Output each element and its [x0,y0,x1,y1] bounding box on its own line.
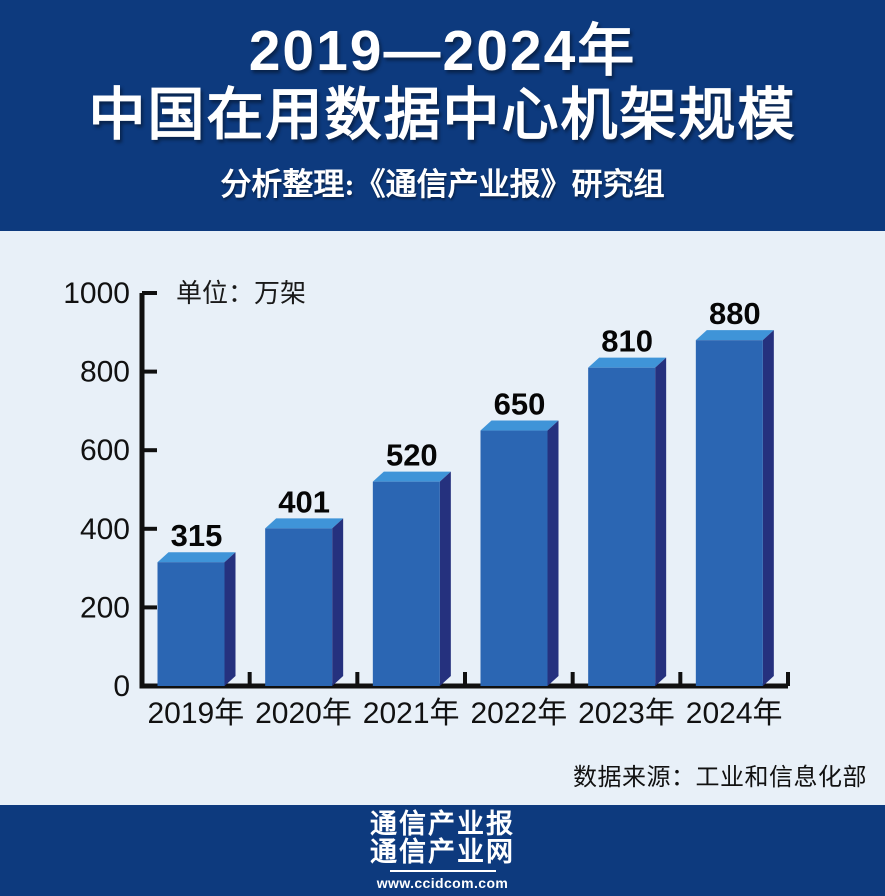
bar-top-face [157,552,236,563]
x-axis-category-label: 2020年 [255,697,352,730]
y-axis-tick-label: 1000 [63,277,130,310]
bar-2019年 [157,562,225,686]
bar-side-face [224,552,236,686]
bar-value-label: 880 [709,296,761,331]
title-banner: 2019—2024年 中国在用数据中心机架规模 分析整理:《通信产业报》研究组 [0,0,885,231]
bar-side-face [547,420,559,686]
bar-value-label: 650 [494,387,546,422]
bar-value-label: 520 [386,438,438,473]
bar-side-face [655,357,667,686]
y-axis-tick-label: 400 [80,513,130,546]
bar-value-label: 315 [171,518,223,553]
axis-lines [139,293,788,689]
bar-top-face [265,518,344,529]
data-source-note: 数据来源：工业和信息化部 [573,764,867,791]
page-title-line2: 中国在用数据中心机架规模 [88,82,797,147]
brand-divider [389,870,496,873]
bar-chart-canvas: 单位：万架 0 200 400 600 800 1000 315 2019年 401 2020年 52… [63,277,790,730]
bar-2023年 [588,367,656,686]
title-subtitle: 分析整理:《通信产业报》研究组 [220,166,665,202]
bar-side-face [762,330,774,686]
footer-banner: 通信产业报 通信产业网 www.ccidcom.com [0,805,885,896]
unit-label: 单位：万架 [176,278,306,308]
bar-2022年 [480,430,548,686]
brand-name-web: 通信产业网 [370,837,515,867]
bar-value-label: 810 [601,324,653,359]
bar-value-label: 401 [278,484,330,519]
x-axis-category-label: 2019年 [147,697,244,730]
bar-side-face [439,471,451,686]
bar-side-face [332,518,344,686]
bar-chart: 单位：万架 0 200 400 600 800 1000 315 2019年 401 2020年 52… [0,231,885,805]
bar-top-face [695,330,774,341]
y-axis-tick-label: 200 [80,591,130,624]
bar-top-face [588,357,667,368]
x-axis-category-label: 2021年 [363,697,460,730]
bar-top-face [372,471,451,482]
brand-name-paper: 通信产业报 [370,808,515,839]
x-axis-category-label: 2024年 [686,697,783,730]
brand-website: www.ccidcom.com [376,875,509,892]
y-axis-tick-label: 800 [80,356,130,389]
y-axis-tick-label: 0 [113,670,130,703]
bar-top-face [480,420,559,431]
y-axis-tick-label: 600 [80,434,130,467]
bar-2020年 [265,528,333,686]
page-title-line1: 2019—2024年 [248,19,637,83]
bar-2021年 [372,481,440,686]
x-axis-category-label: 2022年 [470,697,567,730]
bar-2024年 [695,340,763,686]
x-axis-category-label: 2023年 [578,697,675,730]
